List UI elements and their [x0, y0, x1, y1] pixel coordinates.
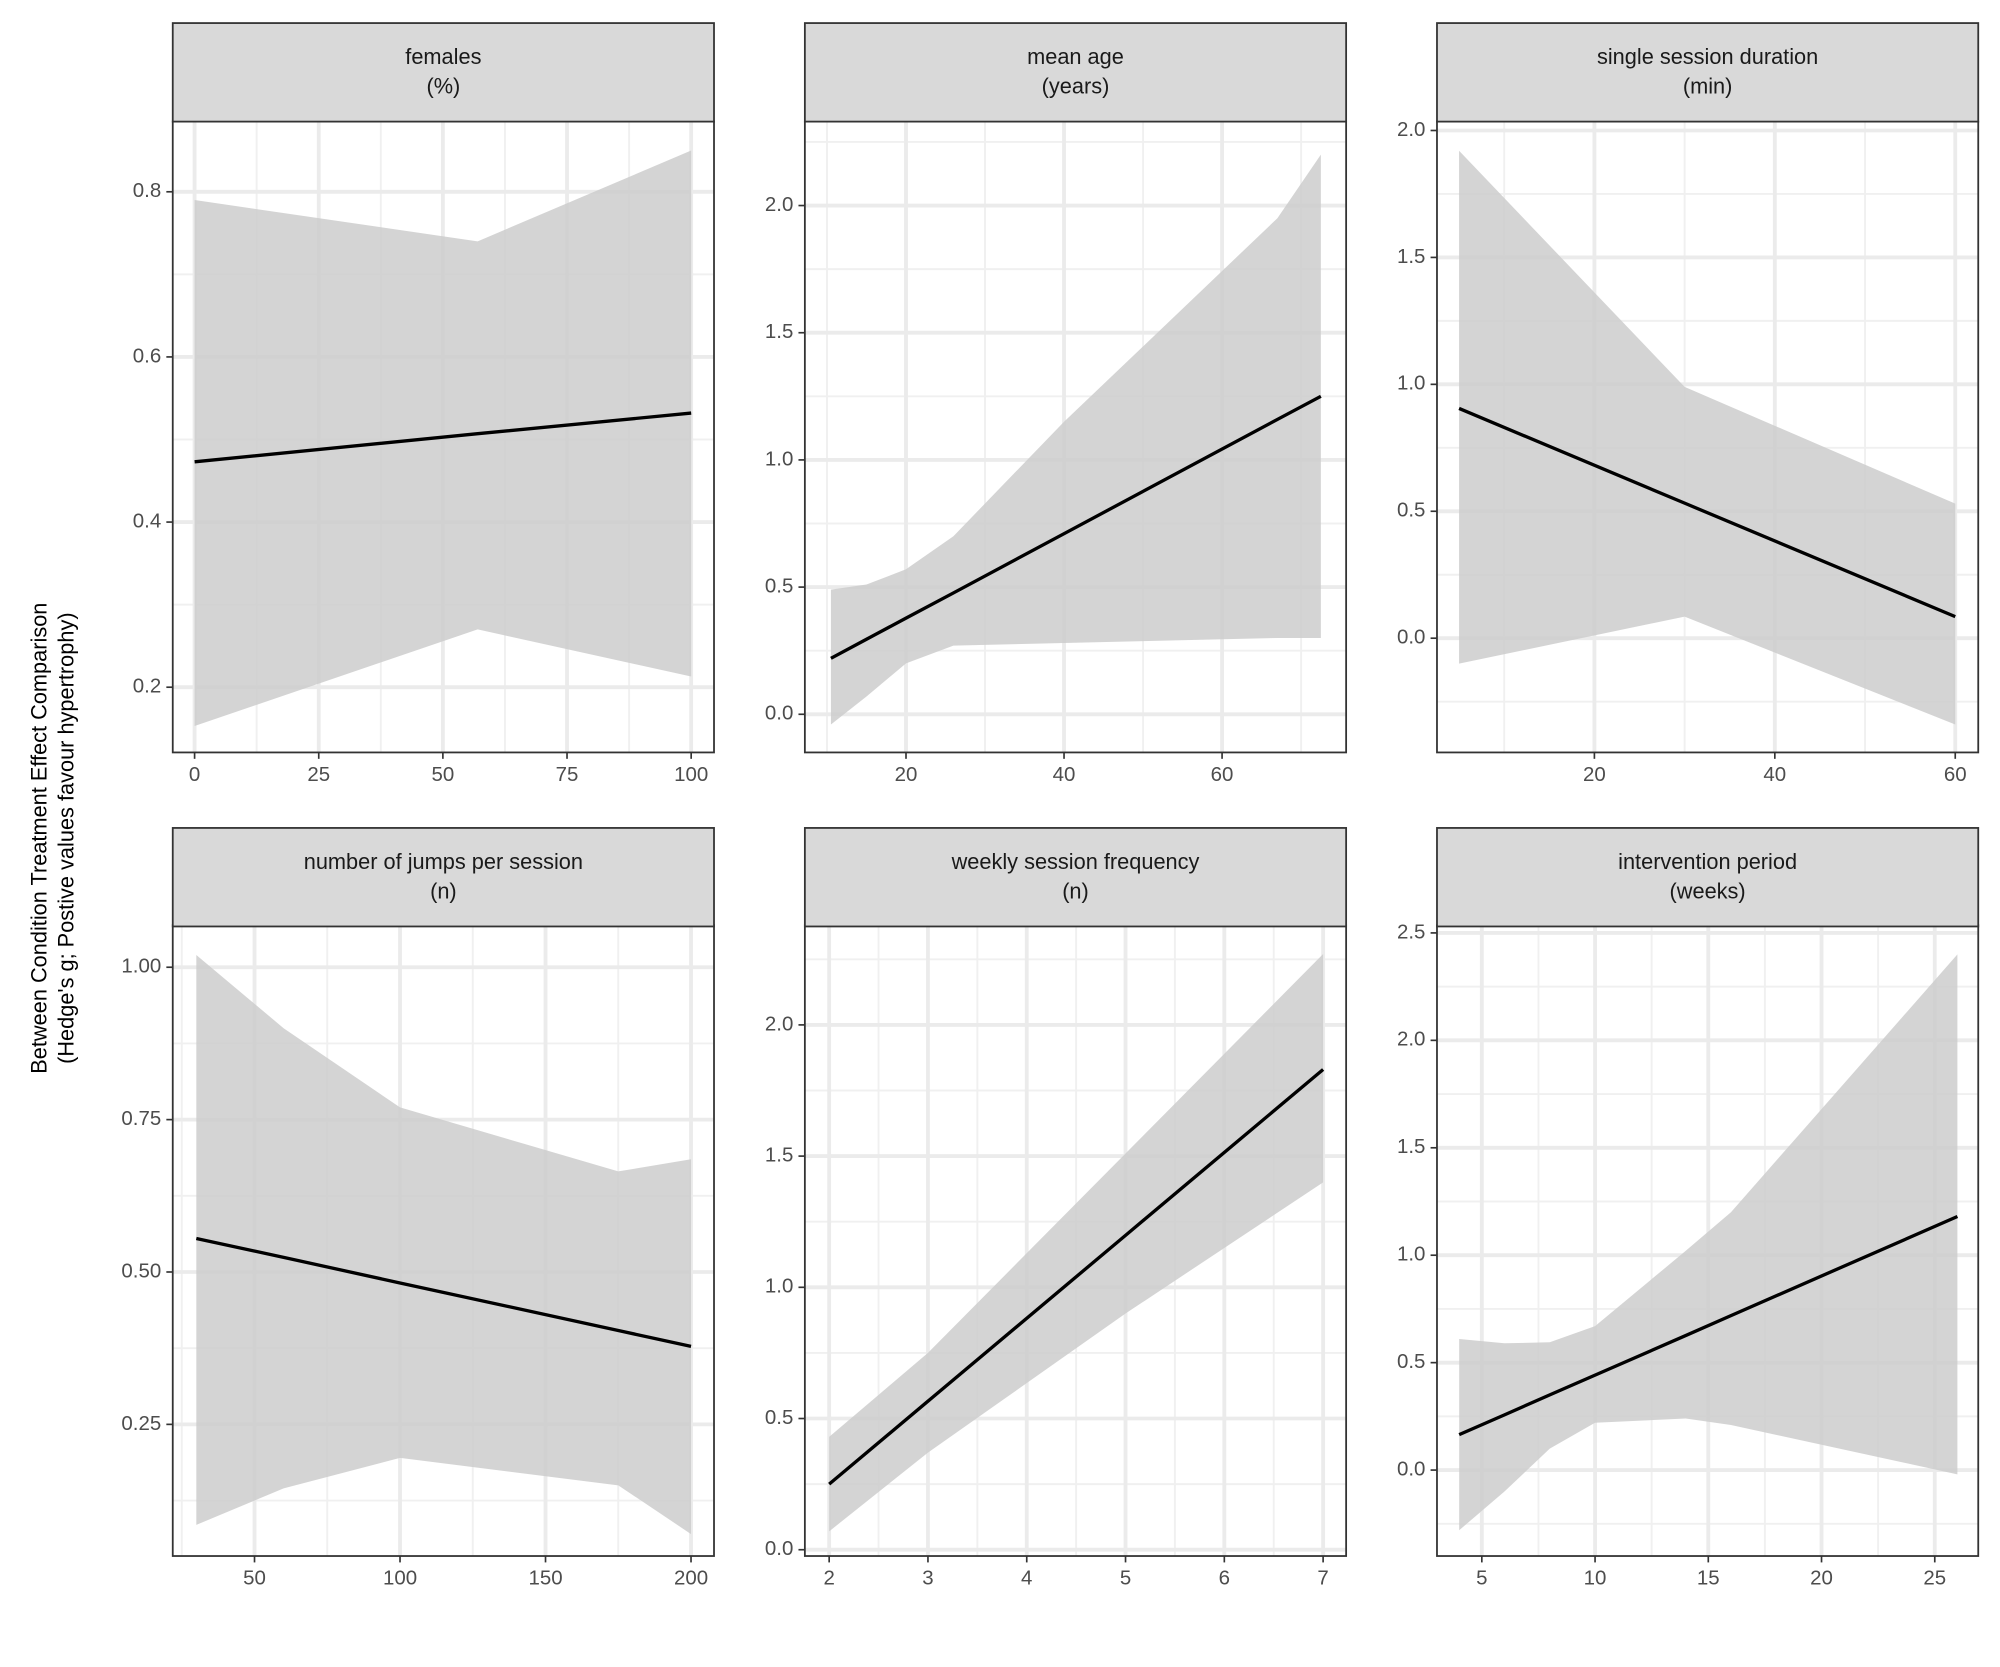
panel: 2 3 4 5 6 7 0.0 0.5 1.0 1.5 2.0 weekly session freq…	[765, 827, 1348, 1589]
x-tick-label: 3	[922, 1566, 933, 1589]
y-tick-label: 0.8	[133, 179, 161, 202]
y-tick-label: 2.0	[1397, 1028, 1425, 1051]
facet-strip	[1436, 22, 1980, 123]
facet-title: single session duration	[1597, 44, 1818, 69]
y-tick-label: 0.0	[1397, 1457, 1425, 1480]
y-tick-label: 2.0	[1397, 118, 1425, 141]
x-tick-label: 150	[528, 1566, 562, 1589]
x-tick-label: 75	[556, 763, 579, 786]
facet-strip	[803, 22, 1348, 123]
y-tick-label: 1.5	[1397, 245, 1425, 268]
facet-title: mean age	[1027, 44, 1124, 69]
facet-subtitle: (min)	[1683, 73, 1733, 98]
x-tick-label: 60	[1211, 763, 1234, 786]
y-axis-title: (Hedge's g; Postive values favour hypert…	[54, 612, 79, 1063]
y-tick-label: 0.75	[121, 1107, 161, 1130]
panel: 0 25 50 75 100 0.2 0.4 0.6 0.8 females (%)	[133, 22, 715, 786]
y-tick-label: 0.2	[133, 675, 161, 698]
facet-subtitle: (years)	[1042, 73, 1110, 98]
confidence-band	[196, 955, 692, 1535]
x-tick-label: 5	[1120, 1566, 1131, 1589]
facet-title: females	[405, 44, 481, 69]
x-tick-label: 5	[1476, 1566, 1487, 1589]
x-tick-label: 40	[1763, 763, 1786, 786]
facet-subtitle: (n)	[1062, 878, 1089, 903]
panel: 20 40 60 0.0 0.5 1.0 1.5 2.0 single session dura…	[1397, 22, 1980, 786]
x-tick-label: 2	[823, 1566, 834, 1589]
x-tick-label: 25	[1923, 1566, 1946, 1589]
y-tick-label: 2.5	[1397, 920, 1425, 943]
x-tick-label: 10	[1584, 1566, 1607, 1589]
x-tick-label: 4	[1021, 1566, 1032, 1589]
x-tick-label: 200	[674, 1566, 708, 1589]
y-tick-label: 2.0	[765, 1012, 793, 1035]
y-axis-title: Between Condition Treatment Effect Compa…	[27, 603, 52, 1074]
x-tick-label: 6	[1219, 1566, 1230, 1589]
fit-line	[1458, 1215, 1959, 1437]
facet-subtitle: (weeks)	[1670, 878, 1746, 903]
x-tick-label: 100	[674, 763, 708, 786]
confidence-band	[830, 154, 1321, 725]
y-tick-label: 0.50	[121, 1259, 161, 1282]
y-tick-label: 0.4	[133, 509, 161, 532]
panel: 20 40 60 0.0 0.5 1.0 1.5 2.0 mean age (years)	[765, 22, 1348, 786]
facet-title: number of jumps per session	[304, 849, 583, 874]
y-tick-label: 1.5	[765, 1144, 793, 1167]
y-tick-label: 1.0	[1397, 1243, 1425, 1266]
x-tick-label: 40	[1053, 763, 1076, 786]
y-tick-label: 0.6	[133, 344, 161, 367]
facet-subtitle: (n)	[430, 878, 457, 903]
x-tick-label: 25	[307, 763, 330, 786]
y-tick-label: 1.5	[1397, 1135, 1425, 1158]
y-tick-label: 0.25	[121, 1412, 161, 1435]
x-tick-label: 0	[189, 763, 200, 786]
y-tick-label: 0.0	[1397, 626, 1425, 649]
fit-line	[828, 1068, 1325, 1486]
facet-title: intervention period	[1618, 849, 1797, 874]
y-tick-label: 0.0	[765, 702, 793, 725]
facet-strip	[171, 22, 715, 123]
x-tick-label: 15	[1697, 1566, 1720, 1589]
x-tick-label: 20	[1810, 1566, 1833, 1589]
facet-subtitle: (%)	[426, 73, 460, 98]
x-tick-label: 7	[1317, 1566, 1328, 1589]
x-tick-label: 20	[1583, 763, 1606, 786]
x-tick-label: 50	[243, 1566, 266, 1589]
facet-strip	[803, 827, 1348, 928]
facet-title: weekly session frequency	[951, 849, 1200, 874]
fit-line	[195, 1236, 692, 1348]
confidence-band	[829, 954, 1324, 1532]
y-tick-label: 1.0	[765, 447, 793, 470]
x-tick-label: 20	[895, 763, 918, 786]
confidence-band	[1459, 150, 1956, 725]
panel: 5 10 15 20 25 0.0 0.5 1.0 1.5 2.0 2.5 intervention …	[1397, 827, 1980, 1589]
fit-line	[1458, 406, 1956, 619]
y-tick-label: 0.5	[1397, 1350, 1425, 1373]
y-tick-label: 0.5	[765, 1406, 793, 1429]
panel: 50 100 150 200 0.25 0.50 0.75 1.00 number of jum…	[121, 827, 715, 1589]
y-tick-label: 1.00	[121, 955, 161, 978]
y-tick-label: 0.5	[765, 575, 793, 598]
x-tick-label: 100	[383, 1566, 417, 1589]
y-tick-label: 1.0	[1397, 372, 1425, 395]
x-tick-label: 60	[1944, 763, 1967, 786]
y-tick-label: 1.0	[765, 1275, 793, 1298]
y-tick-label: 0.0	[765, 1537, 793, 1560]
fit-line	[194, 411, 692, 464]
y-tick-label: 1.5	[765, 320, 793, 343]
facet-strip	[1436, 827, 1980, 928]
confidence-band	[1459, 954, 1958, 1531]
fit-line	[830, 394, 1322, 660]
facet-strip	[171, 827, 715, 928]
y-tick-label: 2.0	[765, 193, 793, 216]
x-tick-label: 50	[431, 763, 454, 786]
y-tick-label: 0.5	[1397, 499, 1425, 522]
